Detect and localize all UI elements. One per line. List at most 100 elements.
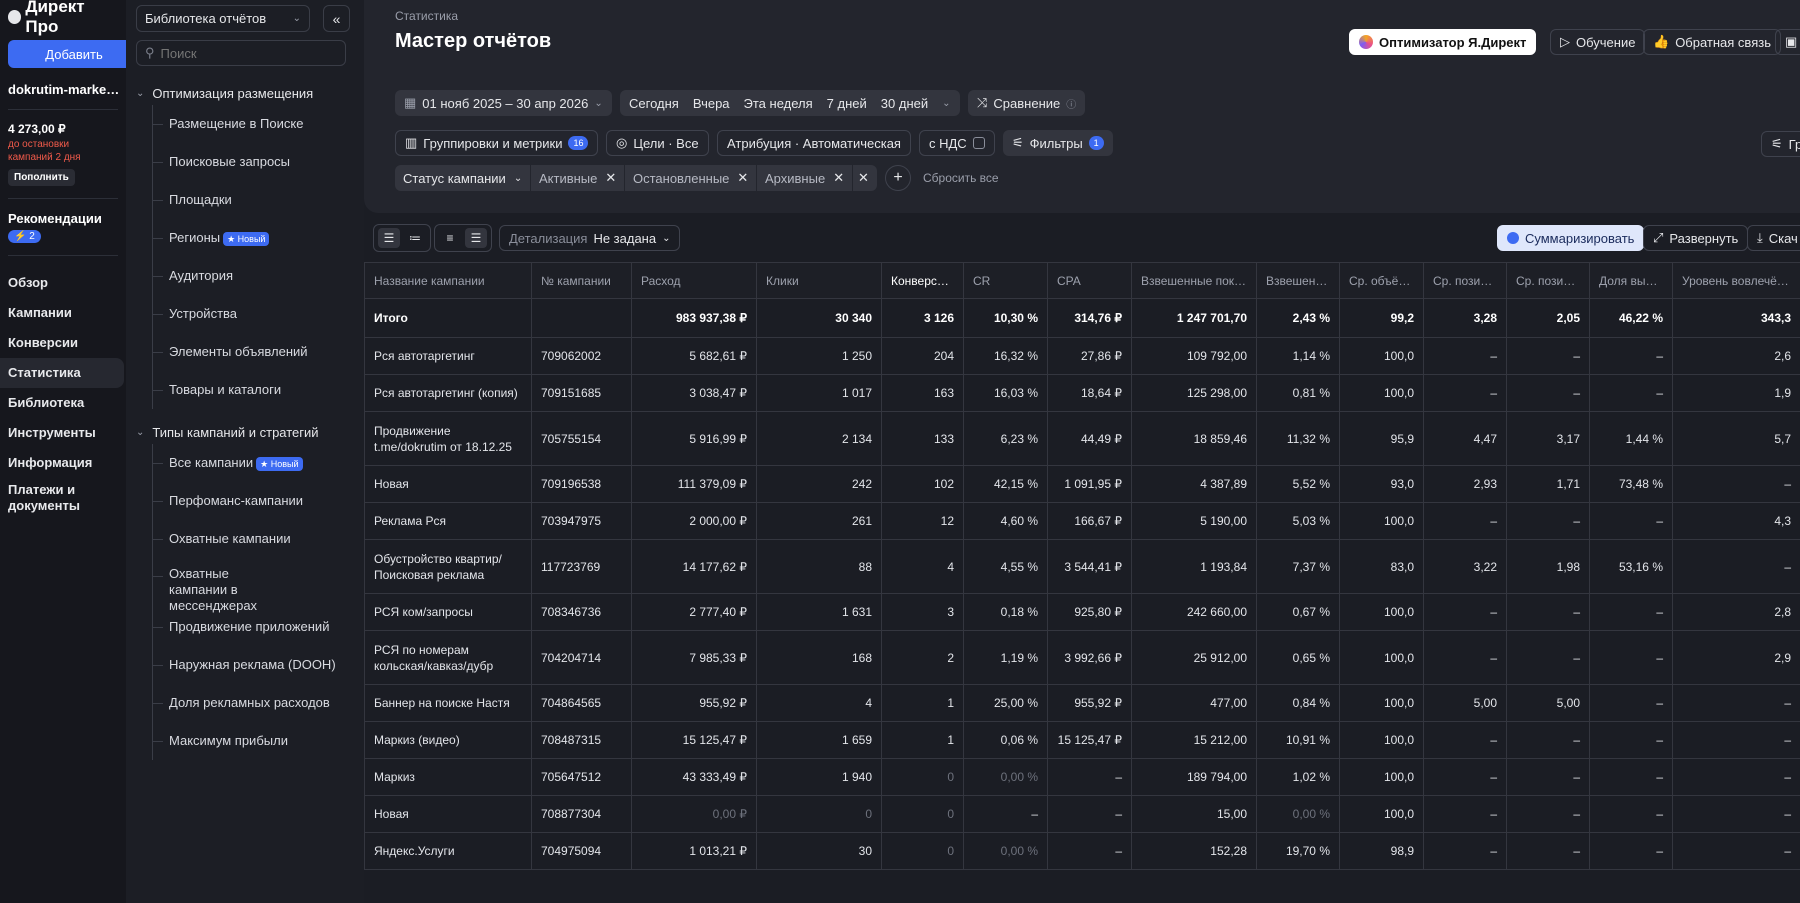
table-cell[interactable]: Маркиз (видео) (364, 721, 532, 759)
table-cell[interactable]: Рся автотаргетинг (364, 337, 532, 375)
table-row[interactable]: Новая 709196538 111 379,09 ₽242 102 42,15 % 1… (364, 465, 1800, 503)
column-header[interactable]: Уровень вовлечё… (1672, 262, 1800, 299)
column-header[interactable]: Ср. позиц… (1423, 262, 1507, 299)
add-filter-button[interactable]: + (885, 165, 911, 191)
breadcrumb[interactable]: Статистика (395, 9, 459, 23)
library-group-header[interactable]: ⌄ Типы кампаний и стратегий (136, 425, 354, 440)
library-select[interactable]: Библиотека отчётов ⌄ (136, 5, 310, 32)
groupings-metrics-button[interactable]: ▥ Группировки и метрики 16 (395, 130, 599, 156)
table-row[interactable]: Продвижение t.me/dokrutim от 18.12.25 705… (364, 411, 1800, 466)
library-item[interactable]: Элементы объявлений (153, 333, 354, 371)
library-item[interactable]: Наружная реклама (DOOH) (153, 646, 354, 684)
close-icon[interactable]: ✕ (833, 170, 845, 185)
table-cell[interactable]: Новая (364, 795, 532, 833)
column-header[interactable]: Ср. позиц… (1506, 262, 1590, 299)
close-icon[interactable]: ✕ (605, 170, 617, 185)
nav-item[interactable]: Статистика (0, 358, 124, 388)
nav-item[interactable]: Обзор (8, 275, 48, 290)
quick-date-option[interactable]: Сегодня (629, 95, 679, 111)
library-item[interactable]: Все кампании ★ Новый (153, 444, 354, 482)
chevron-down-icon[interactable]: ⌄ (942, 97, 951, 109)
column-header[interactable]: Взвешенные пок… (1131, 262, 1257, 299)
table-row[interactable]: Новая 708877304 0,00 ₽0 0– –15,00 0,00 % 100,0… (364, 795, 1800, 833)
save-button[interactable]: ▣ (1775, 29, 1800, 55)
compare-button[interactable]: ⤨ Сравнение ⓘ (968, 90, 1086, 116)
add-button[interactable]: Добавить (8, 40, 140, 68)
attribution-button[interactable]: Атрибуция · Автоматическая (717, 130, 911, 156)
column-header[interactable]: № кампании (531, 262, 632, 299)
logo[interactable]: Директ Про (8, 0, 118, 36)
detail-select[interactable]: Детализация Не задана ⌄ (499, 225, 681, 251)
summarize-button[interactable]: Суммаризировать (1497, 225, 1645, 251)
column-header[interactable]: CPA (1047, 262, 1132, 299)
column-header[interactable]: Расход (631, 262, 757, 299)
library-item[interactable]: Размещение в Поиске (153, 105, 354, 143)
download-button[interactable]: ⤓ Скач (1747, 225, 1800, 251)
vat-checkbox[interactable] (972, 137, 985, 149)
table-row[interactable]: Баннер на поиске Настя 704864565 955,92 ₽4… (364, 684, 1800, 722)
collapse-panel-button[interactable]: « (323, 5, 350, 32)
optimizer-button[interactable]: Оптимизатор Я.Директ (1349, 29, 1537, 55)
table-cell[interactable]: Яндекс.Услуги (364, 832, 532, 870)
library-item[interactable]: Аудитория (153, 257, 354, 295)
list-detail-view-icon[interactable]: ≔ (409, 231, 421, 245)
library-item[interactable]: Поисковые запросы (153, 143, 354, 181)
table-row[interactable]: Маркиз 705647512 43 333,49 ₽1 940 0 0,00 % –1… (364, 758, 1800, 796)
goals-button[interactable]: ◎ Цели · Все (606, 130, 709, 156)
close-icon[interactable]: ✕ (737, 170, 749, 185)
table-cell[interactable]: Рся автотаргетинг (копия) (364, 374, 532, 412)
recommendations-link[interactable]: Рекомендации (8, 211, 102, 226)
table-row[interactable]: РСЯ ком/запросы 708346736 2 777,40 ₽1 631 3… (364, 593, 1800, 631)
column-header[interactable]: Доля выи… (1589, 262, 1673, 299)
normal-density-icon[interactable]: ☰ (465, 228, 487, 248)
table-row[interactable]: Обустройство квартир/ Поисковая реклама 1… (364, 539, 1800, 594)
table-cell[interactable]: Обустройство квартир/ Поисковая реклама (364, 539, 532, 594)
quick-date-option[interactable]: Вчера (692, 95, 730, 111)
table-cell[interactable]: РСЯ ком/запросы (364, 593, 532, 631)
column-header[interactable]: CR (963, 262, 1048, 299)
library-item[interactable]: Устройства (153, 295, 354, 333)
library-item[interactable]: Охватные кампании (153, 520, 354, 558)
account-name[interactable]: dokrutim-marke… (8, 82, 120, 97)
vat-toggle[interactable]: с НДС (919, 130, 995, 156)
topup-button[interactable]: Пополнить (8, 169, 75, 186)
nav-item[interactable]: Инструменты (8, 425, 96, 440)
status-chip[interactable]: Активные ✕ (531, 165, 625, 191)
status-filter-label[interactable]: Статус кампании ⌄ (395, 165, 531, 191)
clear-status-button[interactable]: ✕ (853, 165, 877, 191)
nav-item[interactable]: Информация (8, 455, 93, 470)
table-row[interactable]: Яндекс.Услуги 704975094 1 013,21 ₽30 0 0,00 … (364, 832, 1800, 870)
learning-button[interactable]: ▷ Обучение (1550, 29, 1646, 55)
table-row[interactable]: Реклама Рся 703947975 2 000,00 ₽261 12 4,60 … (364, 502, 1800, 540)
filters-button[interactable]: ⚟ Фильтры 1 (1003, 130, 1113, 156)
table-cell[interactable]: Баннер на поиске Настя (364, 684, 532, 722)
table-cell[interactable]: РСЯ по номерам кольская/кавказ/дубр (364, 630, 532, 685)
nav-item[interactable]: Конверсии (8, 335, 78, 350)
quick-date-option[interactable]: 30 дней (880, 95, 929, 111)
table-cell[interactable]: Итого (364, 298, 532, 338)
quick-date-option[interactable]: 7 дней (826, 95, 867, 111)
column-header[interactable]: Взвешен… (1256, 262, 1340, 299)
column-header[interactable]: Ср. объё… (1339, 262, 1424, 299)
date-range-picker[interactable]: ▦ 01 нояб 2025 – 30 апр 2026 ⌄ (395, 90, 612, 116)
library-item[interactable]: Товары и каталоги (153, 371, 354, 409)
status-chip[interactable]: Архивные ✕ (757, 165, 853, 191)
total-row[interactable]: Итого 983 937,38 ₽30 340 3 126 10,30 % 314,7… (364, 298, 1800, 338)
expand-button[interactable]: ⤢ Развернуть (1643, 225, 1749, 251)
column-header[interactable]: Конверсии↓ (881, 262, 964, 299)
library-item[interactable]: Площадки (153, 181, 354, 219)
nav-item[interactable]: Платежи и документы (8, 482, 80, 513)
table-row[interactable]: Рся автотаргетинг (копия) 709151685 3 038,… (364, 374, 1800, 412)
table-cell[interactable]: Продвижение t.me/dokrutim от 18.12.25 (364, 411, 532, 466)
groupings-right-button[interactable]: ⚟ Гр (1761, 131, 1800, 157)
quick-date-option[interactable]: Эта неделя (743, 95, 813, 111)
search-input[interactable] (160, 45, 331, 61)
table-cell[interactable]: Маркиз (364, 758, 532, 796)
column-header[interactable]: Клики (756, 262, 882, 299)
feedback-button[interactable]: 👍 Обратная связь (1643, 29, 1781, 55)
library-item[interactable]: Продвижение приложений (153, 608, 354, 646)
table-row[interactable]: РСЯ по номерам кольская/кавказ/дубр 70420… (364, 630, 1800, 685)
column-header[interactable]: Название кампании (364, 262, 532, 299)
status-chip[interactable]: Остановленные ✕ (625, 165, 757, 191)
library-item[interactable]: Охватные кампании в мессенджерах (153, 558, 354, 613)
